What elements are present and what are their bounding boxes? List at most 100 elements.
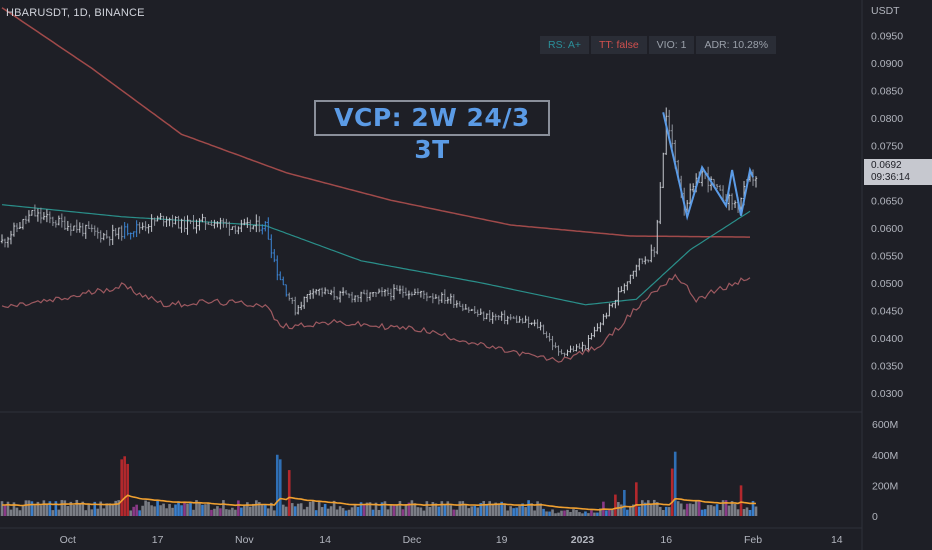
volume-bar [111,504,115,516]
volume-bar [584,511,587,516]
volume-bar [667,507,671,516]
volume-bar [748,509,752,516]
volume-bar [234,509,237,516]
volume-bar [512,508,515,516]
price-tick-label: 0.0450 [871,305,903,317]
price-tick-label: 0.0500 [871,278,903,290]
volume-bar [464,504,468,516]
volume-bar [132,506,135,516]
volume-bar [551,509,554,516]
volume-bar [545,511,548,516]
volume-bar [401,509,405,516]
volume-bar [452,509,456,516]
volume-bar [461,501,465,516]
volume-bar [264,503,267,516]
volume-bar [368,502,372,516]
volume-bar [66,506,70,516]
volume-bar [246,502,249,516]
volume-bar [371,509,375,516]
volume-average-line [2,494,757,511]
vcp-trendlines [662,112,754,221]
volume-bar [614,494,617,516]
ma-200-line [1,7,750,238]
volume-bar [45,504,49,516]
last-price-tag: 0.0692 09:36:14 [864,159,932,185]
volume-bar [413,503,417,516]
volume-bar [682,509,686,516]
volume-bar [36,501,40,516]
volume-bar [380,502,384,516]
volume-bar [623,489,626,516]
tt-badge: TT: false [590,36,647,54]
volume-bar [503,504,506,516]
volume-bar [524,507,527,516]
volume-bar [440,501,444,516]
volume-bar [174,504,177,516]
volume-bar [437,506,441,516]
volume-bar [186,503,189,516]
volume-bar [135,504,138,516]
volume-bar [712,506,716,516]
volume-bar [63,500,67,516]
vcp-annotation[interactable]: VCP: 2W 24/3 3T [314,100,550,164]
volume-bar [51,510,55,516]
volume-bar [422,510,426,516]
volume-bar [261,504,264,516]
volume-bar [548,511,551,516]
volume-bar [611,510,614,516]
volume-bar [150,505,153,516]
volume-bar [33,505,37,516]
price-axis: USDT0.09500.09000.08500.08000.07500.0700… [871,5,903,400]
volume-bar [252,503,255,516]
volume-bar [670,468,674,516]
price-tick-label: 0.0850 [871,85,903,97]
volume-bar [356,506,360,516]
volume-bar [129,510,132,516]
volume-bar [676,501,680,516]
volume-bar [108,503,112,516]
price-tick-label: 0.0800 [871,113,903,125]
volume-bar [144,500,147,516]
volume-bar [530,503,533,516]
volume-bar [700,509,704,516]
volume-bar [272,510,276,516]
volume-bar [691,504,695,516]
volume-bar [99,501,103,516]
volume-bar [449,505,453,516]
volume-bar [635,482,638,516]
volume-bar [688,503,692,516]
volume-bar [596,512,599,516]
volume-bar [658,506,662,516]
volume-bar [192,509,195,516]
volume-bar [96,508,100,516]
volume-bar [605,510,608,516]
price-candles [0,107,758,357]
volume-bar [317,501,321,516]
volume-bar [18,510,22,516]
symbol-label[interactable]: HBARUSDT, 1D, BINANCE [6,7,145,19]
volume-bar [141,505,144,516]
volume-bar [709,505,713,516]
volume-bar [287,470,291,516]
volume-bar [590,510,593,516]
volume-bar [249,506,252,516]
volume-bar [506,510,509,516]
volume-bar [195,500,198,516]
price-tick-label: 0.0650 [871,195,903,207]
volume-bar [434,503,438,516]
volume-bar [39,505,43,516]
volume-bar [60,500,64,516]
volume-bar [123,456,126,516]
rs-badge: RS: A+ [540,36,589,54]
volume-tick-label: 200M [872,480,898,492]
volume-bar [425,501,429,516]
volume-bar [156,500,159,516]
time-tick-label: 17 [152,534,164,546]
volume-bar [281,504,285,516]
volume-bar [509,506,512,516]
volume-bar [643,502,647,516]
volume-bar [455,509,459,516]
volume-bar [225,509,228,516]
volume-bar [407,502,411,516]
